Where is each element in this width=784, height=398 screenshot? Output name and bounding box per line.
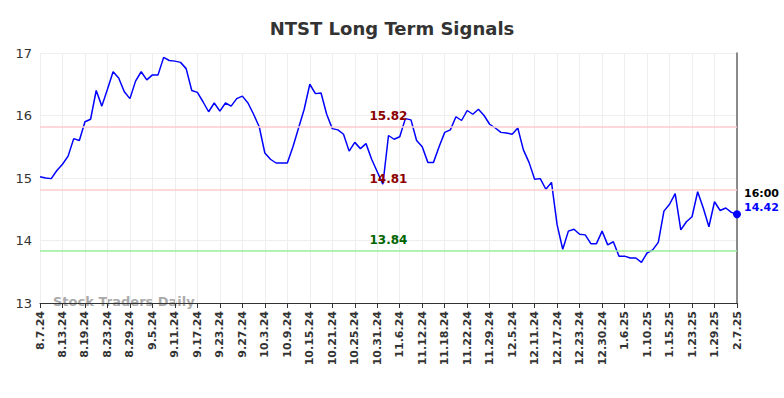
- svg-text:1.15.25: 1.15.25: [663, 311, 676, 358]
- svg-text:11.29.24: 11.29.24: [483, 311, 496, 366]
- svg-text:12.11.24: 12.11.24: [528, 311, 541, 366]
- svg-text:NTST Long Term Signals: NTST Long Term Signals: [270, 18, 515, 39]
- svg-text:12.23.24: 12.23.24: [573, 311, 586, 366]
- svg-text:2.7.25: 2.7.25: [731, 311, 744, 350]
- svg-text:14: 14: [15, 233, 32, 248]
- svg-text:15.82: 15.82: [370, 109, 408, 123]
- svg-text:14.42: 14.42: [744, 201, 779, 214]
- svg-text:11.22.24: 11.22.24: [461, 311, 474, 366]
- svg-text:9.17.24: 9.17.24: [191, 311, 204, 358]
- svg-text:10.21.24: 10.21.24: [326, 311, 339, 366]
- svg-text:1.23.25: 1.23.25: [686, 311, 699, 358]
- svg-text:12.30.24: 12.30.24: [596, 311, 609, 366]
- svg-text:16: 16: [15, 108, 32, 123]
- svg-text:11.18.24: 11.18.24: [438, 311, 451, 366]
- svg-text:13: 13: [15, 296, 32, 311]
- svg-text:8.7.24: 8.7.24: [34, 311, 47, 350]
- svg-text:8.29.24: 8.29.24: [123, 311, 136, 358]
- svg-text:1.29.25: 1.29.25: [708, 311, 721, 358]
- svg-text:1.10.25: 1.10.25: [641, 311, 654, 358]
- svg-text:1.6.25: 1.6.25: [618, 311, 631, 350]
- svg-text:12.5.24: 12.5.24: [506, 311, 519, 358]
- svg-text:15: 15: [15, 171, 32, 186]
- svg-text:9.27.24: 9.27.24: [236, 311, 249, 358]
- svg-text:9.5.24: 9.5.24: [146, 311, 159, 350]
- svg-text:9.23.24: 9.23.24: [213, 311, 226, 358]
- svg-text:10.15.24: 10.15.24: [303, 311, 316, 366]
- svg-text:9.11.24: 9.11.24: [168, 311, 181, 358]
- svg-text:11.12.24: 11.12.24: [416, 311, 429, 366]
- svg-text:16:00: 16:00: [744, 187, 779, 200]
- svg-text:14.81: 14.81: [370, 172, 408, 186]
- svg-text:8.13.24: 8.13.24: [56, 311, 69, 358]
- svg-text:12.17.24: 12.17.24: [551, 311, 564, 366]
- svg-text:10.9.24: 10.9.24: [281, 311, 294, 358]
- svg-text:8.19.24: 8.19.24: [78, 311, 91, 358]
- svg-text:Stock Traders Daily: Stock Traders Daily: [53, 294, 195, 309]
- svg-text:10.25.24: 10.25.24: [348, 311, 361, 366]
- svg-text:11.6.24: 11.6.24: [393, 311, 406, 358]
- svg-text:8.23.24: 8.23.24: [101, 311, 114, 358]
- svg-text:17: 17: [15, 46, 32, 61]
- svg-text:10.3.24: 10.3.24: [258, 311, 271, 358]
- svg-text:13.84: 13.84: [370, 233, 408, 247]
- svg-text:10.31.24: 10.31.24: [371, 311, 384, 366]
